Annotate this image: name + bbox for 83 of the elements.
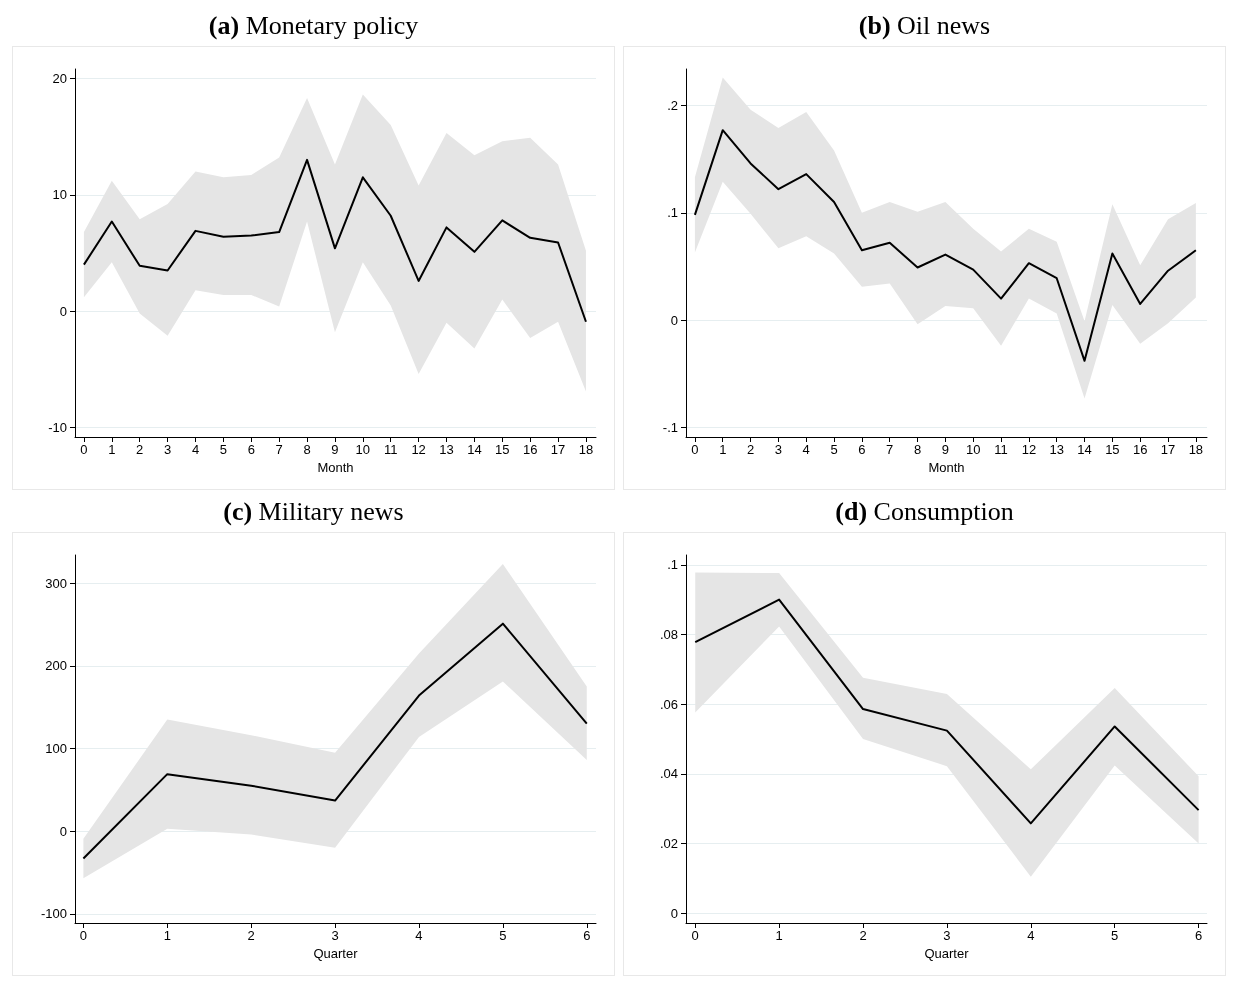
y-tick-label: 0 bbox=[59, 823, 67, 839]
x-axis-title: Quarter bbox=[313, 945, 359, 961]
x-tick-label: 10 bbox=[965, 442, 981, 457]
line-series bbox=[694, 598, 1200, 825]
y-tick-label: .06 bbox=[659, 696, 678, 712]
x-tick-label: 6 bbox=[583, 928, 591, 943]
y-tick-label: -.1 bbox=[662, 419, 678, 435]
chart-title: (b) Oil news bbox=[857, 10, 992, 42]
y-tick-label: 300 bbox=[45, 575, 67, 591]
y-tick-label: .08 bbox=[659, 626, 678, 642]
x-tick-label: 3 bbox=[943, 928, 951, 943]
x-tick-label: 16 bbox=[1132, 442, 1148, 457]
x-tick-label: 2 bbox=[247, 928, 255, 943]
x-tick-label: 0 bbox=[691, 442, 699, 457]
y-tick-label: .1 bbox=[667, 557, 678, 573]
x-tick-label: 9 bbox=[331, 442, 339, 457]
x-tick-label: 10 bbox=[355, 442, 371, 457]
x-tick-label: 2 bbox=[746, 442, 755, 457]
x-tick-label: 17 bbox=[550, 442, 566, 457]
x-tick-label: 4 bbox=[802, 442, 810, 457]
y-tick-label: .1 bbox=[667, 205, 678, 221]
x-tick-label: 0 bbox=[80, 442, 88, 457]
x-axis-title: Month bbox=[317, 459, 354, 475]
x-tick-label: 14 bbox=[1077, 442, 1092, 457]
y-tick-label: 10 bbox=[52, 187, 67, 203]
y-tick-label: .02 bbox=[659, 836, 678, 852]
y-tick-label: 0 bbox=[670, 312, 678, 328]
x-tick-label: 7 bbox=[275, 442, 283, 457]
chart-title: (d) Consumption bbox=[834, 496, 1015, 528]
x-tick-label: 6 bbox=[1194, 928, 1203, 943]
x-tick-label: 11 bbox=[994, 442, 1008, 457]
y-tick-label: .2 bbox=[667, 97, 678, 113]
x-tick-label: 8 bbox=[303, 442, 311, 457]
y-tick-label: -100 bbox=[40, 906, 67, 922]
x-tick-label: 6 bbox=[858, 442, 866, 457]
x-tick-label: 0 bbox=[691, 928, 699, 943]
x-tick-label: 4 bbox=[415, 928, 423, 943]
x-tick-label: 14 bbox=[467, 442, 482, 457]
x-tick-label: 5 bbox=[1111, 928, 1119, 943]
x-tick-label: 7 bbox=[886, 442, 894, 457]
x-tick-label: 1 bbox=[163, 928, 171, 943]
x-tick-label: 5 bbox=[830, 442, 838, 457]
x-tick-label: 13 bbox=[1049, 442, 1064, 457]
x-tick-label: 9 bbox=[941, 442, 949, 457]
x-tick-label: 15 bbox=[495, 442, 510, 457]
x-tick-label: 3 bbox=[163, 442, 172, 457]
y-tick-label: -10 bbox=[48, 420, 67, 436]
y-tick-label: .04 bbox=[659, 766, 678, 782]
x-tick-label: 0 bbox=[79, 928, 88, 943]
x-tick-label: 2 bbox=[136, 442, 144, 457]
y-tick-label: 200 bbox=[45, 658, 67, 674]
y-tick-label: 100 bbox=[45, 741, 67, 757]
x-tick-label: 1 bbox=[719, 442, 727, 457]
chart-title: (a) Monetary policy bbox=[207, 10, 420, 42]
x-tick-label: 12 bbox=[1021, 442, 1037, 457]
x-axis-title: Month bbox=[928, 459, 965, 475]
x-tick-label: 17 bbox=[1160, 442, 1176, 457]
x-tick-label: 4 bbox=[191, 442, 200, 457]
x-tick-label: 8 bbox=[913, 442, 922, 457]
line-series bbox=[693, 129, 1197, 362]
x-tick-label: 13 bbox=[439, 442, 454, 457]
x-tick-label: 1 bbox=[775, 928, 783, 943]
y-tick-label: 20 bbox=[52, 70, 67, 86]
x-tick-label: 5 bbox=[219, 442, 227, 457]
line-series bbox=[82, 622, 588, 860]
y-tick-label: 0 bbox=[59, 303, 67, 319]
x-tick-label: 1 bbox=[108, 442, 116, 457]
line-series bbox=[82, 158, 587, 323]
x-tick-label: 4 bbox=[1027, 928, 1035, 943]
chart-title: (c) Military news bbox=[222, 496, 405, 528]
x-tick-label: 12 bbox=[411, 442, 426, 457]
x-tick-label: 6 bbox=[247, 442, 255, 457]
x-tick-label: 3 bbox=[774, 442, 783, 457]
x-tick-label: 15 bbox=[1105, 442, 1120, 457]
x-tick-label: 5 bbox=[499, 928, 507, 943]
x-tick-label: 18 bbox=[578, 442, 594, 457]
x-tick-label: 18 bbox=[1188, 442, 1204, 457]
x-tick-label: 16 bbox=[522, 442, 538, 457]
x-tick-label: 3 bbox=[331, 928, 339, 943]
x-tick-label: 2 bbox=[859, 928, 867, 943]
x-tick-label: 11 bbox=[383, 442, 398, 457]
y-tick-label: 0 bbox=[670, 905, 678, 921]
x-axis-title: Quarter bbox=[924, 945, 970, 961]
